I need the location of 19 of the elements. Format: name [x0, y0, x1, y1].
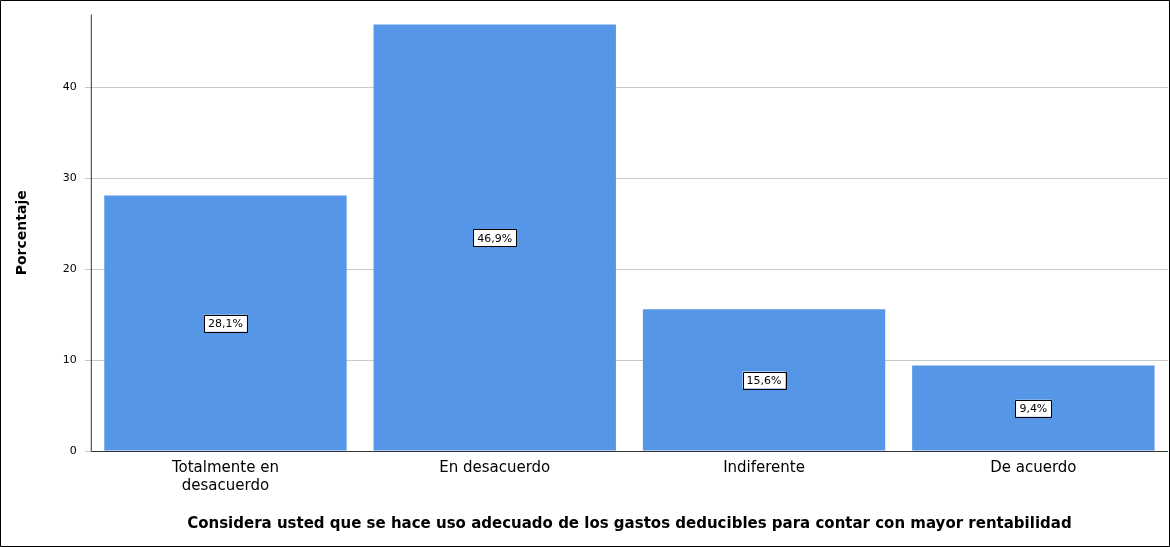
y-tick-label: 20 [62, 262, 77, 276]
x-tick-label: En desacuerdo [439, 457, 551, 476]
bar [912, 365, 1155, 451]
bar [373, 24, 616, 451]
y-tick-label: 10 [62, 352, 77, 366]
data-label: 9,4% [1019, 402, 1048, 416]
data-label: 46,9% [477, 231, 513, 245]
x-tick-label: Indiferente [723, 457, 805, 476]
data-label: 28,1% [207, 317, 243, 331]
data-label: 15,6% [746, 373, 782, 387]
x-axis-title: Considera usted que se hace uso adecuado de los gastos deducibles para contar con mayor rentabilidad [187, 513, 1072, 532]
y-axis-title: Porcentaje [13, 190, 30, 276]
y-tick-label: 40 [62, 80, 77, 94]
bar [104, 195, 347, 451]
bar [642, 309, 886, 451]
y-tick-label: 30 [62, 171, 77, 185]
y-tick-label: 0 [69, 443, 77, 457]
x-tick-label: De acuerdo [990, 457, 1077, 476]
x-tick-label: Totalmente en desacuerdo [170, 457, 279, 494]
